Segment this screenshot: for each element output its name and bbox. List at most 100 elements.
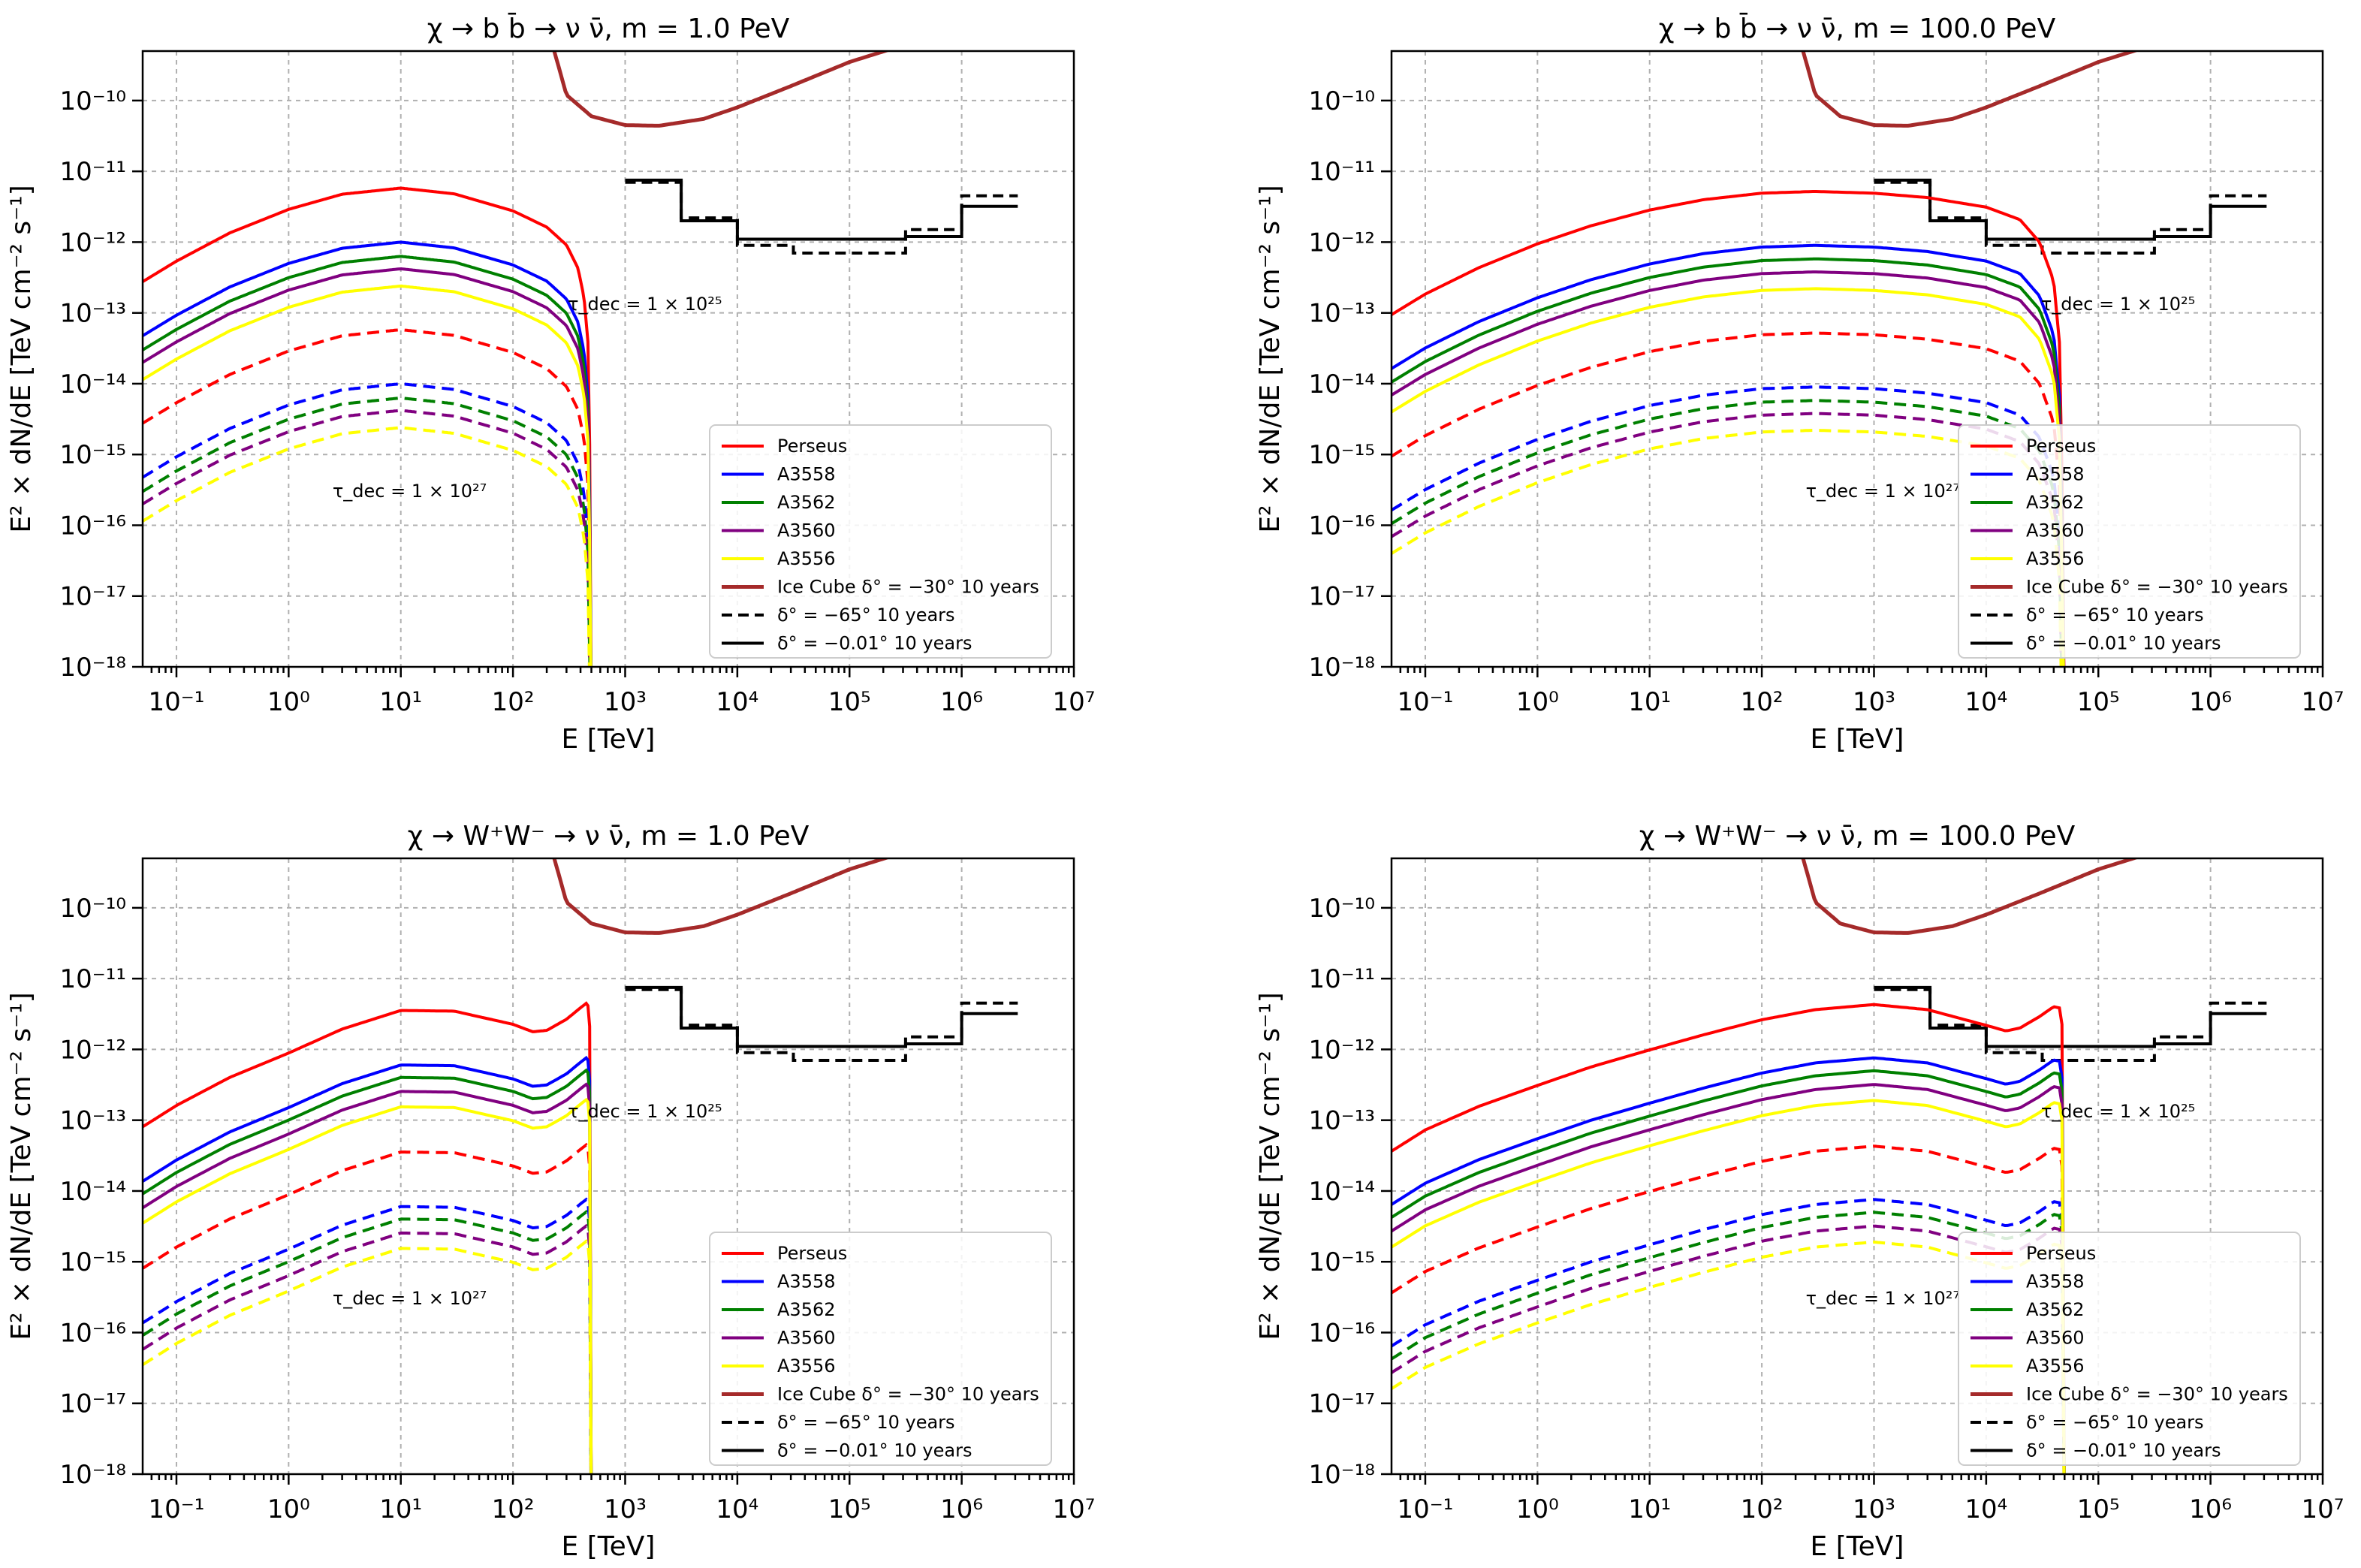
y-tick-label: 10⁻¹⁴ — [60, 1177, 126, 1207]
legend-label: A3560 — [777, 1328, 836, 1349]
sensitivity-dec-minus001-line — [1874, 178, 2267, 241]
panel-4: 10⁻¹ 10⁰ 10¹ 10² 10³ 10⁴ 10⁵ 10⁶ 10⁷ 10⁻¹⁸ 10⁻¹⁷ 10… — [1255, 821, 2344, 1562]
y-axis-label: E² × dN/dE [TeV cm⁻² s⁻¹] — [1255, 185, 1286, 532]
legend-label: δ° = −0.01° 10 years — [2026, 633, 2221, 654]
y-axis-label: E² × dN/dE [TeV cm⁻² s⁻¹] — [6, 992, 37, 1340]
icecube-line — [552, 51, 891, 128]
y-tick-label: 10⁻¹⁶ — [60, 511, 126, 541]
chart-title: χ → b b̄ → ν ν̄, m = 1.0 PeV — [427, 12, 790, 44]
tau-annotation: τ_dec = 1 × 10²⁷ — [333, 481, 487, 502]
series-a3558-dashed-line — [1392, 385, 2064, 667]
series-a3562-dashed-line — [143, 397, 592, 667]
x-tick-label: 10⁻¹ — [149, 687, 205, 717]
sensitivity-dec-minus001-line — [625, 985, 1018, 1048]
legend-label: A3556 — [777, 548, 836, 569]
series-perseus-solid-line — [143, 186, 593, 667]
axes-frame — [1390, 857, 2324, 1476]
y-tick-label: 10⁻¹⁴ — [1309, 369, 1375, 400]
legend: Perseus A3558 A3562 A3560 A3556 Ice Cube δ° =… — [709, 424, 1052, 659]
series-a3560-solid-line — [143, 267, 593, 667]
y-tick-label: 10⁻¹¹ — [1309, 964, 1375, 994]
y-tick-label: 10⁻¹⁶ — [60, 1318, 126, 1348]
tau-annotation: τ_dec = 1 × 10²⁵ — [568, 294, 722, 315]
chart-title: χ → W⁺W⁻ → ν ν̄, m = 100.0 PeV — [1639, 821, 2076, 852]
y-tick-label: 10⁻¹¹ — [60, 964, 126, 994]
series-a3562-dashed-line — [1392, 1211, 2066, 1474]
x-tick-label: 10³ — [604, 687, 647, 717]
legend-label: A3556 — [2026, 1355, 2085, 1377]
x-tick-label: 10⁴ — [1964, 687, 2007, 717]
x-tick-label: 10⁴ — [716, 1494, 758, 1524]
series-perseus-solid-line — [143, 1001, 593, 1474]
legend-label: A3562 — [2026, 492, 2085, 513]
data-layer — [1392, 858, 2267, 1474]
x-tick-label: 10⁰ — [267, 687, 310, 717]
y-tick-label: 10⁻¹⁶ — [1309, 1318, 1375, 1348]
series-a3556-dashed-line — [143, 1239, 593, 1474]
legend-label: δ° = −65° 10 years — [777, 605, 955, 626]
legend-label: A3556 — [2026, 548, 2085, 569]
x-tick-label: 10⁶ — [940, 1494, 983, 1524]
x-tick-label: 10⁴ — [716, 687, 758, 717]
legend: Perseus A3558 A3562 A3560 A3556 Ice Cube δ° =… — [1958, 424, 2301, 659]
icecube-line — [1801, 858, 2140, 935]
legend-label: δ° = −65° 10 years — [2026, 1412, 2204, 1433]
y-tick-label: 10⁻¹¹ — [1309, 157, 1375, 187]
x-axis-label: E [TeV] — [1811, 724, 1904, 755]
tau-annotation: τ_dec = 1 × 10²⁷ — [333, 1288, 487, 1309]
series-a3558-solid-line — [143, 240, 593, 667]
legend-label: A3560 — [2026, 1328, 2085, 1349]
legend-label: A3560 — [2026, 520, 2085, 541]
series-a3560-dashed-line — [1392, 1224, 2066, 1474]
series-a3558-solid-line — [1392, 1056, 2066, 1474]
legend-label: δ° = −0.01° 10 years — [2026, 1440, 2221, 1461]
y-tick-label: 10⁻¹⁰ — [60, 86, 126, 116]
x-tick-label: 10⁶ — [2189, 687, 2232, 717]
y-tick-label: 10⁻¹⁴ — [60, 369, 126, 400]
y-tick-label: 10⁻¹⁰ — [1309, 894, 1375, 924]
y-tick-label: 10⁻¹⁵ — [1309, 1247, 1375, 1277]
y-tick-label: 10⁻¹⁷ — [1309, 1389, 1375, 1419]
legend-label: Perseus — [2026, 436, 2096, 457]
series-a3562-dashed-line — [1392, 399, 2064, 667]
legend-label: δ° = −65° 10 years — [777, 1412, 955, 1433]
series-a3560-solid-line — [1392, 270, 2065, 667]
x-tick-label: 10⁶ — [940, 687, 983, 717]
x-tick-label: 10¹ — [1628, 687, 1671, 717]
series-a3560-solid-line — [1392, 1083, 2066, 1474]
panel-2: 10⁻¹ 10⁰ 10¹ 10² 10³ 10⁴ 10⁵ 10⁶ 10⁷ 10⁻¹⁸ 10⁻¹⁷ 10… — [1255, 12, 2344, 755]
series-a3556-solid-line — [1392, 287, 2065, 667]
tau-annotation: τ_dec = 1 × 10²⁵ — [568, 1101, 722, 1122]
series-perseus-solid-line — [1392, 190, 2066, 667]
x-tick-label: 10³ — [604, 1494, 647, 1524]
x-tick-label: 10⁵ — [2077, 687, 2120, 717]
x-axis-label: E [TeV] — [562, 724, 656, 755]
series-perseus-dashed-line — [1392, 1144, 2066, 1474]
legend-label: A3558 — [2026, 464, 2085, 485]
series-perseus-solid-line — [1392, 1003, 2066, 1474]
data-layer — [143, 51, 1018, 667]
y-tick-label: 10⁻¹³ — [60, 299, 126, 329]
series-a3556-solid-line — [1392, 1099, 2066, 1474]
series-perseus-dashed-line — [1392, 331, 2065, 667]
x-tick-label: 10⁰ — [267, 1494, 310, 1524]
series-a3560-dashed-line — [143, 1223, 593, 1474]
y-tick-label: 10⁻¹³ — [1309, 1106, 1375, 1136]
legend-label: A3558 — [777, 1271, 836, 1292]
x-axis-label: E [TeV] — [562, 1531, 656, 1562]
data-layer — [143, 858, 1018, 1474]
y-tick-label: 10⁻¹⁰ — [60, 894, 126, 924]
y-tick-label: 10⁻¹⁵ — [1309, 440, 1375, 470]
data-layer — [1392, 51, 2267, 667]
series-a3560-dashed-line — [1392, 412, 2064, 667]
x-tick-label: 10⁷ — [2302, 687, 2344, 717]
legend: Perseus A3558 A3562 A3560 A3556 Ice Cube δ° =… — [709, 1232, 1052, 1466]
x-tick-label: 10³ — [1853, 1494, 1895, 1524]
y-tick-label: 10⁻¹⁸ — [60, 1460, 126, 1490]
x-tick-label: 10⁴ — [1964, 1494, 2007, 1524]
legend-label: A3562 — [777, 492, 836, 513]
legend-label: A3562 — [2026, 1299, 2085, 1320]
legend-label: Perseus — [777, 436, 847, 457]
panel-3: 10⁻¹ 10⁰ 10¹ 10² 10³ 10⁴ 10⁵ 10⁶ 10⁷ 10⁻¹⁸ 10⁻¹⁷ 10… — [6, 821, 1095, 1562]
